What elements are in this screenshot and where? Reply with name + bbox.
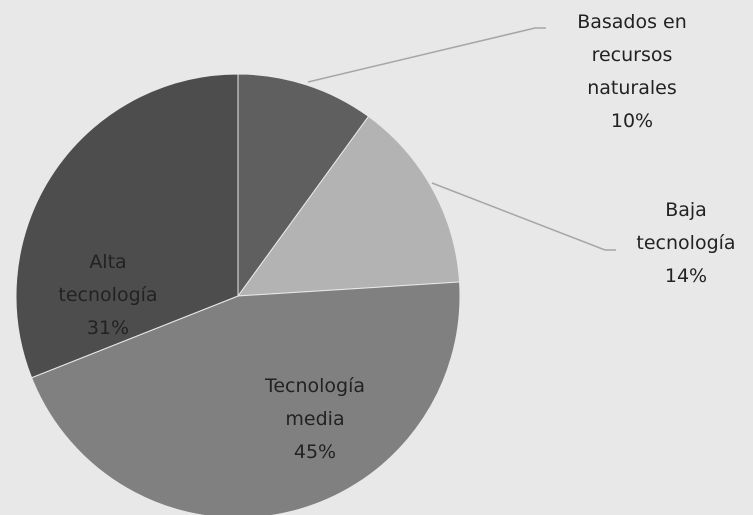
pie-slice [237,73,370,298]
value-label: 14% [664,265,708,287]
category-label: Baja tecnología [636,199,736,254]
leader-line [307,27,546,83]
value-label: 10% [610,110,654,132]
data-label: Alta tecnología 31% [53,246,163,345]
pie-slice [30,281,461,515]
data-label: Tecnología media 45% [255,370,375,469]
value-label: 45% [293,441,337,463]
slices [15,73,461,515]
data-label: Basados en recursos naturales 10% [562,6,702,138]
category-label: Alta tecnología [58,251,158,306]
leader-line [431,182,616,251]
pie-slice [15,73,239,379]
category-label: Tecnología media [264,375,366,430]
value-label: 31% [86,317,130,339]
pie-slice [236,115,461,297]
data-label: Baja tecnología 14% [631,194,741,293]
category-label: Basados en recursos naturales [577,11,687,99]
